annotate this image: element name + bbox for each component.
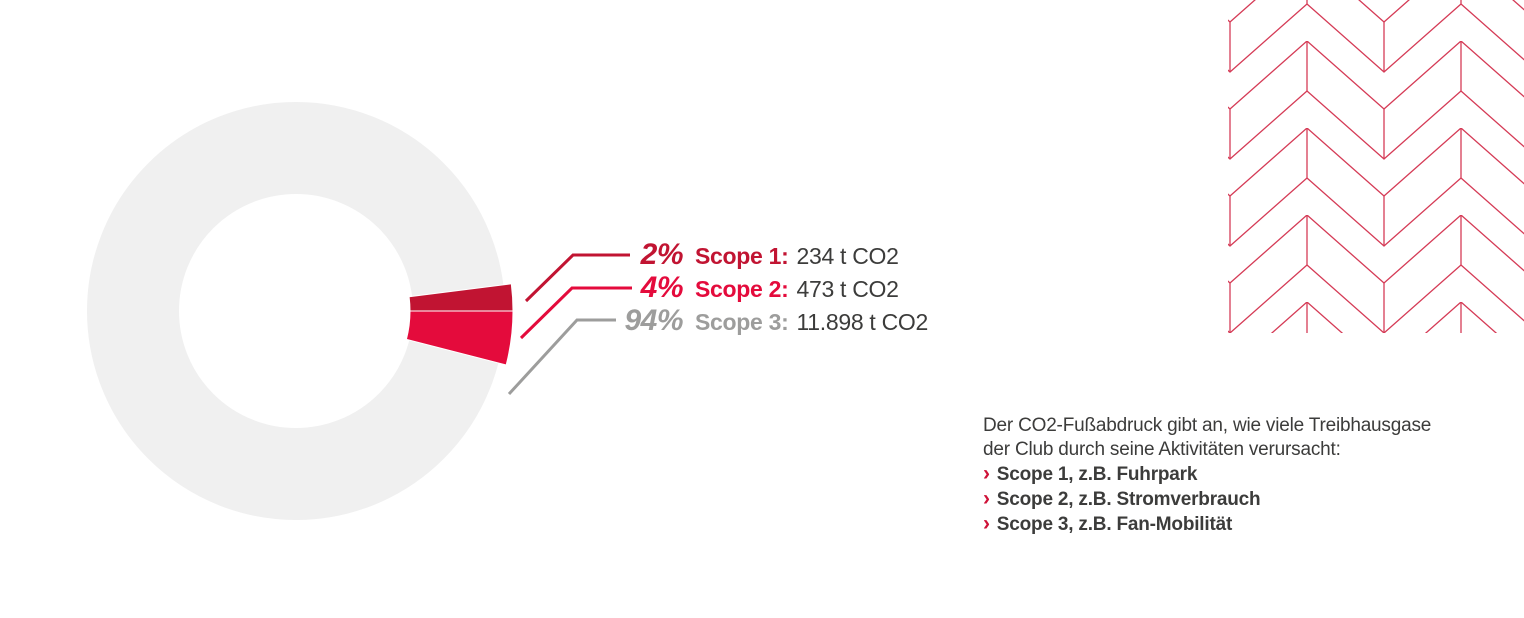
bullet-label: Scope 3, z.B. Fan-Mobilität [996,514,1233,535]
leader-line-scope1 [524,253,630,303]
bullet-label: Scope 2, z.B. Stromverbrauch [996,489,1261,510]
bullet-item-scope2: › Scope 2, z.B. Stromverbrauch [983,487,1483,512]
legend-row-scope2: 4% Scope 2: 473 t CO2 [560,271,1020,305]
value-label: 473 t CO2 [796,276,899,302]
description-line: Der CO2-Fußabdruck gibt an, wie viele Tr… [983,415,1432,436]
chevron-right-icon: › [983,462,990,485]
bullet-item-scope3: › Scope 3, z.B. Fan-Mobilität [983,512,1483,537]
legend-row-scope3: 94% Scope 3: 11.898 t CO2 [560,304,1020,338]
percent-label: 94% [624,304,683,337]
leader-line-scope2 [519,286,632,340]
herringbone-pattern-decoration [1228,0,1524,333]
scope-label: Scope 3: [695,309,789,335]
description-line: der Club durch seine Aktivitäten verursa… [983,439,1341,460]
value-label: 11.898 t CO2 [796,309,928,335]
percent-label: 4% [640,271,684,304]
donut-chart [405,283,514,366]
legend-row-scope1: 2% Scope 1: 234 t CO2 [560,238,1020,272]
donut-slice-scope-2 [405,310,514,366]
bullet-item-scope1: › Scope 1, z.B. Fuhrpark [983,462,1483,487]
value-label: 234 t CO2 [796,243,899,269]
scope-label: Scope 2: [695,276,789,302]
scope-label: Scope 1: [695,243,789,269]
chevron-right-icon: › [983,487,990,510]
chevron-right-icon: › [983,512,990,535]
bullet-label: Scope 1, z.B. Fuhrpark [996,464,1198,485]
chart-description: Der CO2-Fußabdruck gibt an, wie viele Tr… [983,414,1483,537]
percent-label: 2% [640,238,684,271]
leader-line-scope3 [507,318,616,396]
